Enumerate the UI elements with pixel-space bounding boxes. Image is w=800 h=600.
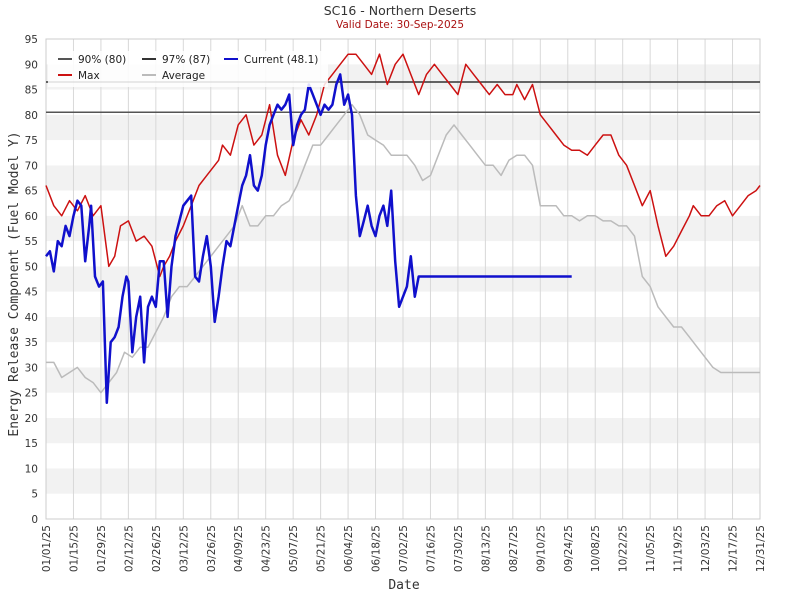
chart-subtitle: Valid Date: 30-Sep-2025 [335, 19, 465, 31]
chart-title: SC16 - Northern Deserts [323, 3, 477, 18]
plot-border [45, 38, 761, 520]
vertical-gridlines [45, 38, 761, 520]
x-tick-label: 12/31/25 [755, 525, 767, 572]
y-tick-label: 55 [25, 236, 38, 248]
series-line [46, 103, 760, 394]
x-tick-label: 03/26/25 [206, 525, 218, 572]
x-tick-label: 05/21/25 [316, 525, 328, 572]
x-tick-label: 01/29/25 [96, 525, 108, 572]
legend-label: 97% (87) [162, 54, 210, 66]
y-tick-label: 85 [25, 85, 38, 97]
series-line [45, 73, 572, 405]
x-tick-label: 07/30/25 [453, 525, 465, 572]
x-tick-label: 02/12/25 [123, 525, 135, 572]
y-tick-label: 70 [25, 160, 38, 172]
y-tick-label: 45 [25, 287, 38, 299]
y-tick-label: 60 [25, 211, 38, 223]
legend-label: Max [78, 70, 100, 82]
x-tick-label: 12/17/25 [728, 525, 740, 572]
x-tick-label: 06/04/25 [343, 525, 355, 572]
legend-label: Average [162, 70, 205, 82]
y-tick-label: 5 [31, 489, 38, 501]
x-tick-label: 07/02/25 [398, 525, 410, 572]
legend: 90% (80) 97% (87) Current (48.1) Max Average [48, 51, 328, 87]
legend-label: 90% (80) [78, 54, 126, 66]
x-tick-label: 09/10/25 [535, 525, 547, 572]
y-tick-label: 90 [25, 59, 38, 71]
y-tick-label: 30 [25, 362, 38, 374]
y-tick-labels: 0 5 10 15 20 25 30 35 40 45 50 55 60 65 70 75 80 85 90 95 [25, 34, 38, 526]
y-tick-label: 20 [25, 413, 38, 425]
legend-box [48, 51, 328, 87]
x-tick-label: 08/27/25 [508, 525, 520, 572]
x-tick-label: 05/07/25 [288, 525, 300, 572]
series-lines [45, 53, 761, 405]
y-tick-label: 95 [25, 34, 38, 46]
x-tick-label: 07/16/25 [425, 525, 437, 572]
y-tick-label: 15 [25, 438, 38, 450]
x-tick-label: 04/09/25 [233, 525, 245, 572]
y-tick-label: 65 [25, 186, 38, 198]
x-tick-labels: 01/01/25 01/15/25 01/29/25 02/12/25 02/26/25… [41, 525, 767, 572]
x-tick-label: 12/03/25 [700, 525, 712, 572]
y-tick-label: 10 [25, 463, 38, 475]
x-tick-label: 02/26/25 [151, 525, 163, 572]
x-tick-label: 01/15/25 [68, 525, 80, 572]
x-tick-label: 08/13/25 [480, 525, 492, 572]
x-tick-label: 01/01/25 [41, 525, 53, 572]
x-axis-label: Date [388, 578, 419, 593]
y-tick-label: 35 [25, 337, 38, 349]
x-tick-label: 06/18/25 [371, 525, 383, 572]
y-axis-label: Energy Release Component (Fuel Model Y) [7, 131, 22, 436]
y-tick-label: 80 [25, 110, 38, 122]
x-tick-label: 10/08/25 [590, 525, 602, 572]
x-tick-label: 11/19/25 [673, 525, 685, 572]
y-tick-label: 50 [25, 261, 38, 273]
x-tick-label: 09/24/25 [563, 525, 575, 572]
x-tick-label: 10/22/25 [618, 525, 630, 572]
y-tick-label: 0 [31, 514, 38, 526]
x-tick-label: 03/12/25 [178, 525, 190, 572]
y-tick-label: 40 [25, 312, 38, 324]
legend-label: Current (48.1) [244, 54, 318, 66]
y-tick-label: 25 [25, 388, 38, 400]
x-tick-label: 04/23/25 [261, 525, 273, 572]
y-tick-label: 75 [25, 135, 38, 147]
x-tick-label: 11/05/25 [645, 525, 657, 572]
